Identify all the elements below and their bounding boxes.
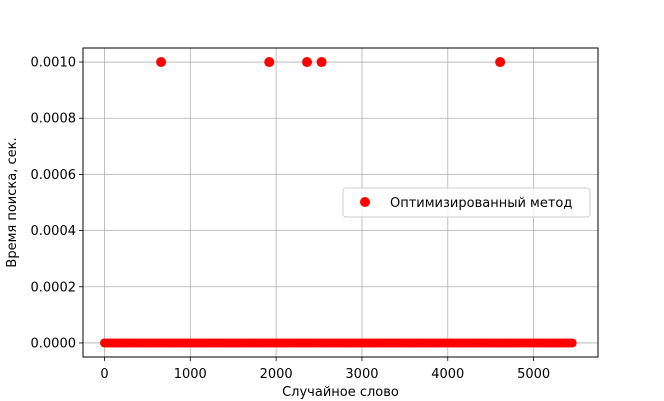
data-point <box>264 57 275 68</box>
data-points <box>99 57 577 348</box>
data-point <box>302 57 313 68</box>
plot-area-frame <box>82 47 599 358</box>
legend-marker <box>360 197 370 207</box>
x-tick-label: 1000 <box>174 367 207 382</box>
legend: Оптимизированный метод <box>342 187 591 218</box>
data-point <box>156 57 167 68</box>
x-tick-label: 2000 <box>260 367 293 382</box>
x-axis-label: Случайное слово <box>282 385 399 400</box>
y-tick-label: 0.0008 <box>31 112 77 127</box>
x-tick-label: 4000 <box>431 367 464 382</box>
legend-label: Оптимизированный метод <box>390 196 572 211</box>
x-tick-label: 5000 <box>517 367 550 382</box>
data-point <box>567 338 577 348</box>
y-tick-label: 0.0010 <box>31 56 77 71</box>
y-axis-label: Время поиска, сек. <box>5 137 20 267</box>
y-tick-label: 0.0006 <box>31 168 77 183</box>
y-tick-label: 0.0004 <box>31 224 77 239</box>
y-tick-label: 0.0000 <box>31 336 77 351</box>
data-point <box>495 57 506 68</box>
x-tick-label: 0 <box>100 367 108 382</box>
axis-ticks: 0 1000 2000 3000 4000 5000 0.0000 0.0002 0.0004 0… <box>31 56 551 382</box>
x-tick-label: 3000 <box>345 367 378 382</box>
y-tick-label: 0.0002 <box>31 280 77 295</box>
data-point <box>316 57 327 68</box>
legend-box <box>342 187 591 218</box>
